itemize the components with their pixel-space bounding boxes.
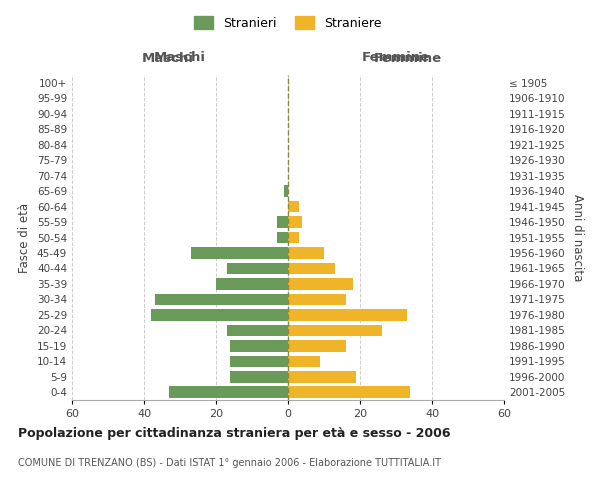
Bar (288, 340, 346, 351)
Y-axis label: Fasce di età: Fasce di età (19, 202, 31, 272)
Bar (216, 278, 288, 289)
Bar (288, 232, 299, 243)
Bar (227, 324, 288, 336)
Text: Femmine: Femmine (374, 52, 442, 65)
Bar (288, 324, 382, 336)
Bar (230, 356, 288, 367)
Bar (155, 294, 288, 305)
Legend: Stranieri, Straniere: Stranieri, Straniere (190, 11, 386, 35)
Bar (288, 216, 302, 228)
Bar (288, 278, 353, 289)
Bar (288, 371, 356, 382)
Bar (277, 216, 288, 228)
Bar (230, 371, 288, 382)
Y-axis label: Anni di nascita: Anni di nascita (571, 194, 584, 281)
Text: Maschi: Maschi (142, 52, 194, 65)
Bar (288, 356, 320, 367)
Bar (288, 309, 407, 320)
Bar (191, 247, 288, 259)
Text: COMUNE DI TRENZANO (BS) - Dati ISTAT 1° gennaio 2006 - Elaborazione TUTTITALIA.I: COMUNE DI TRENZANO (BS) - Dati ISTAT 1° … (18, 458, 441, 468)
Bar (169, 386, 288, 398)
Text: Popolazione per cittadinanza straniera per età e sesso - 2006: Popolazione per cittadinanza straniera p… (18, 428, 451, 440)
Bar (288, 386, 410, 398)
Text: Femmine: Femmine (362, 51, 430, 64)
Bar (151, 309, 288, 320)
Bar (288, 262, 335, 274)
Bar (284, 186, 288, 197)
Bar (288, 294, 346, 305)
Text: Maschi: Maschi (154, 51, 206, 64)
Bar (288, 200, 299, 212)
Bar (227, 262, 288, 274)
Bar (288, 247, 324, 259)
Bar (230, 340, 288, 351)
Bar (277, 232, 288, 243)
